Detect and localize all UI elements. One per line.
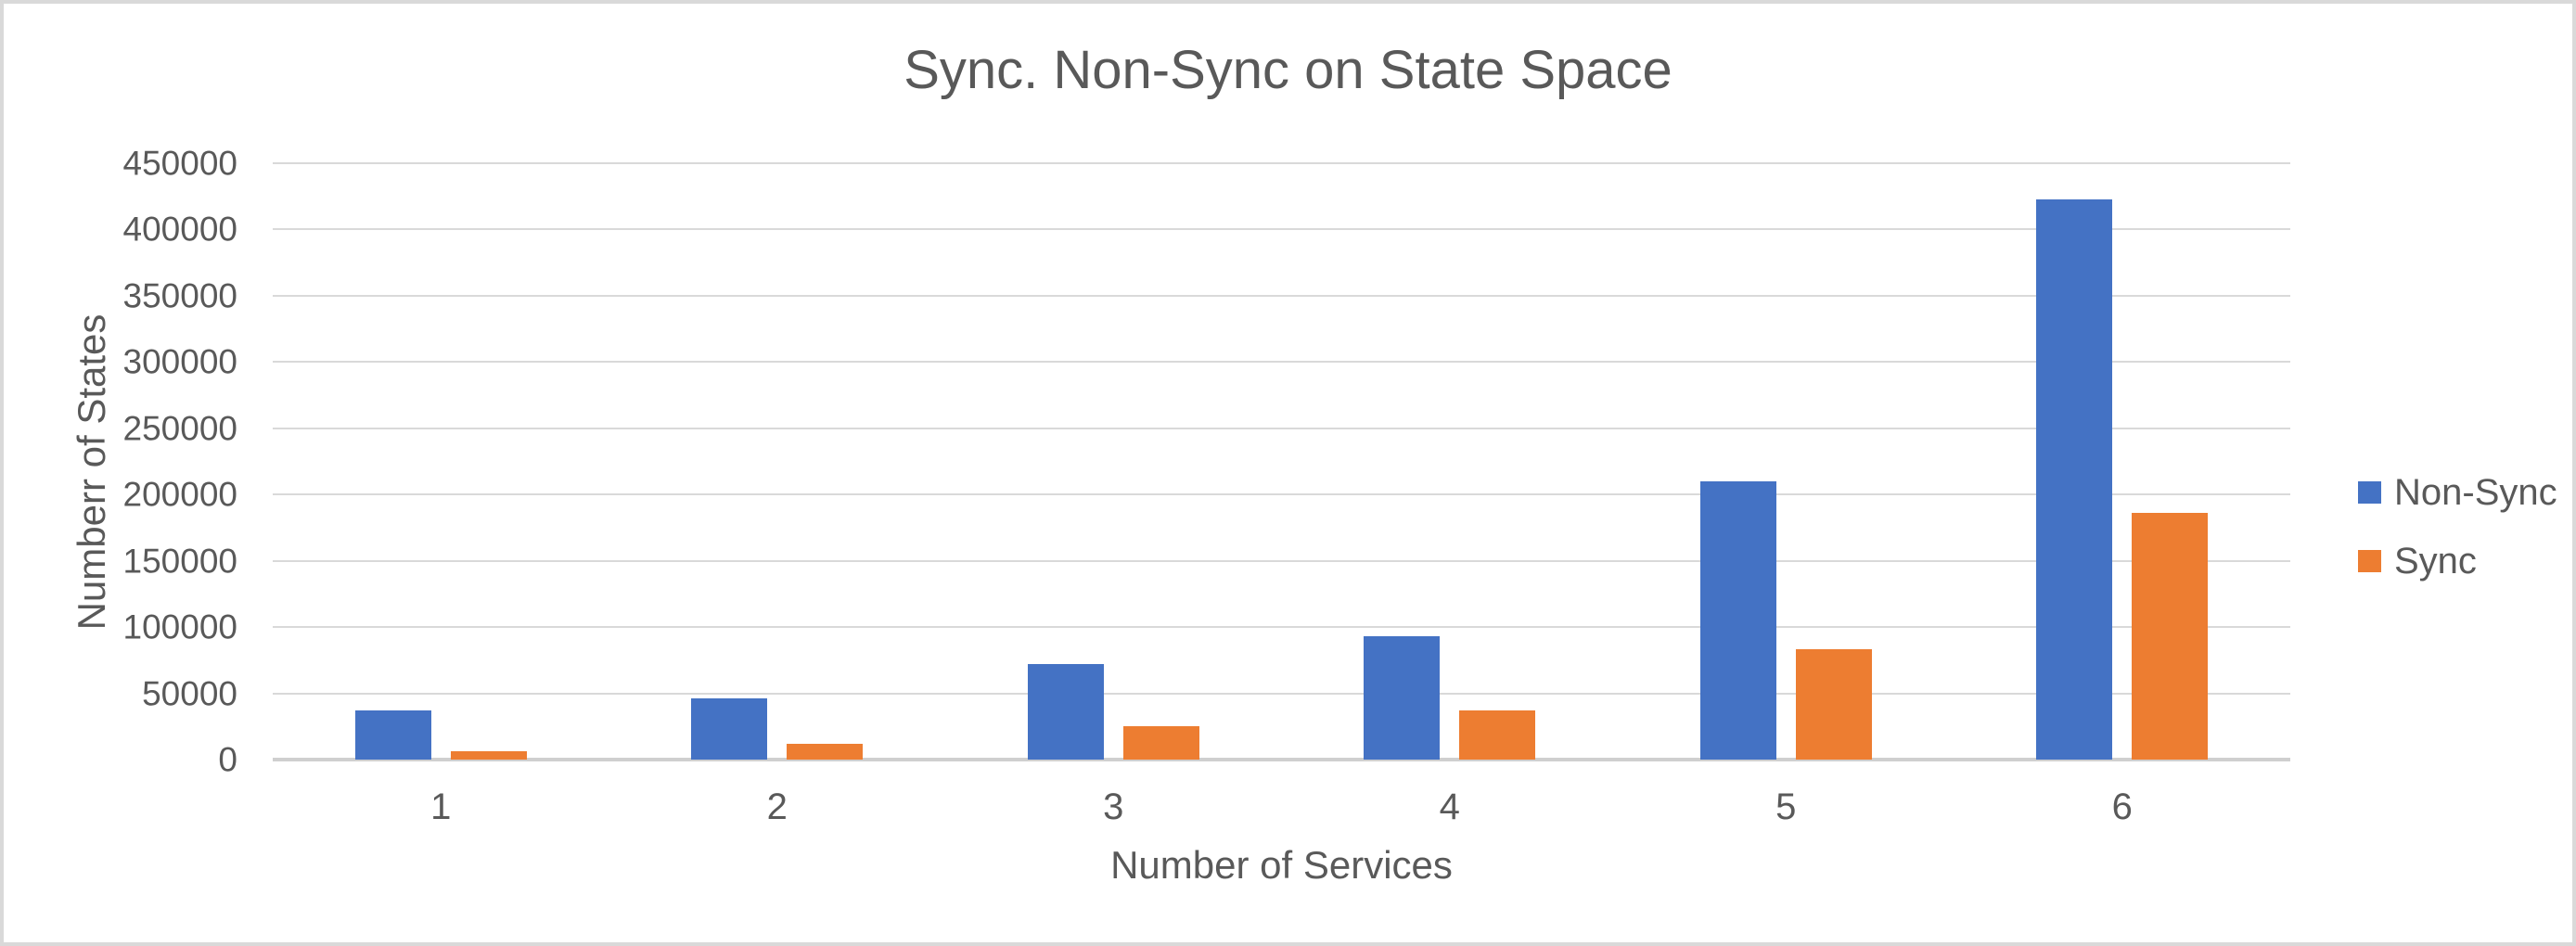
x-axis-title: Number of Services [1110,843,1453,887]
x-tick-label-5: 5 [1775,786,1797,827]
y-tick-label-250000: 250000 [122,409,237,448]
legend-swatch-non-sync [2358,481,2381,504]
gridline-100000 [273,626,2290,629]
x-tick-label-1: 1 [430,786,452,827]
gridline-400000 [273,228,2290,231]
gridline-150000 [273,559,2290,562]
chart-title: Sync. Non-Sync on State Space [904,40,1672,100]
bar-sync-4 [1459,710,1536,760]
y-tick-label-400000: 400000 [122,210,237,249]
gridline-450000 [273,162,2290,164]
y-tick-label-300000: 300000 [122,342,237,381]
x-tick-label-6: 6 [2111,786,2133,827]
y-tick-label-100000: 100000 [122,607,237,646]
y-axis-tick-labels: 0 50000 100000 150000 200000 250000 300000 3500… [4,147,237,777]
plot-area [273,162,2290,761]
category-group-4 [1282,163,1619,760]
x-tick-label-4: 4 [1439,786,1460,827]
x-tick-label-2: 2 [766,786,788,827]
x-tick-label-3: 3 [1103,786,1124,827]
y-tick-label-450000: 450000 [122,144,237,183]
bar-non-sync-2 [691,698,768,760]
category-group-2 [609,163,946,760]
x-axis-tick-labels: 1 2 3 4 5 6 [273,788,2290,825]
bar-sync-6 [2132,513,2209,760]
y-tick-label-200000: 200000 [122,475,237,514]
gridline-200000 [273,493,2290,496]
bar-sync-3 [1122,726,1199,760]
bar-sync-5 [1795,649,1872,760]
bar-non-sync-1 [354,710,431,760]
legend-item-sync: Sync [2358,541,2557,582]
y-tick-label-350000: 350000 [122,276,237,315]
category-group-3 [945,163,1282,760]
legend-label-non-sync: Non-Sync [2394,472,2557,513]
gridline-50000 [273,692,2290,695]
x-axis-line [273,758,2290,761]
bar-non-sync-5 [1699,480,1776,760]
category-group-5 [1618,163,1954,760]
bar-sync-1 [450,751,527,760]
y-tick-label-0: 0 [218,740,237,779]
gridline-250000 [273,427,2290,429]
bar-non-sync-6 [2036,198,2113,760]
legend-item-non-sync: Non-Sync [2358,472,2557,513]
legend: Non-Sync Sync [2358,472,2557,582]
bar-non-sync-4 [1364,636,1441,760]
gridline-300000 [273,361,2290,364]
y-tick-label-150000: 150000 [122,542,237,581]
bars [273,163,2290,760]
category-group-1 [273,163,609,760]
legend-swatch-sync [2358,550,2381,572]
bar-non-sync-3 [1027,664,1104,760]
bar-sync-2 [787,743,864,760]
category-group-6 [1954,163,2291,760]
gridline-350000 [273,294,2290,297]
y-tick-label-50000: 50000 [142,674,237,713]
legend-label-sync: Sync [2394,541,2477,582]
